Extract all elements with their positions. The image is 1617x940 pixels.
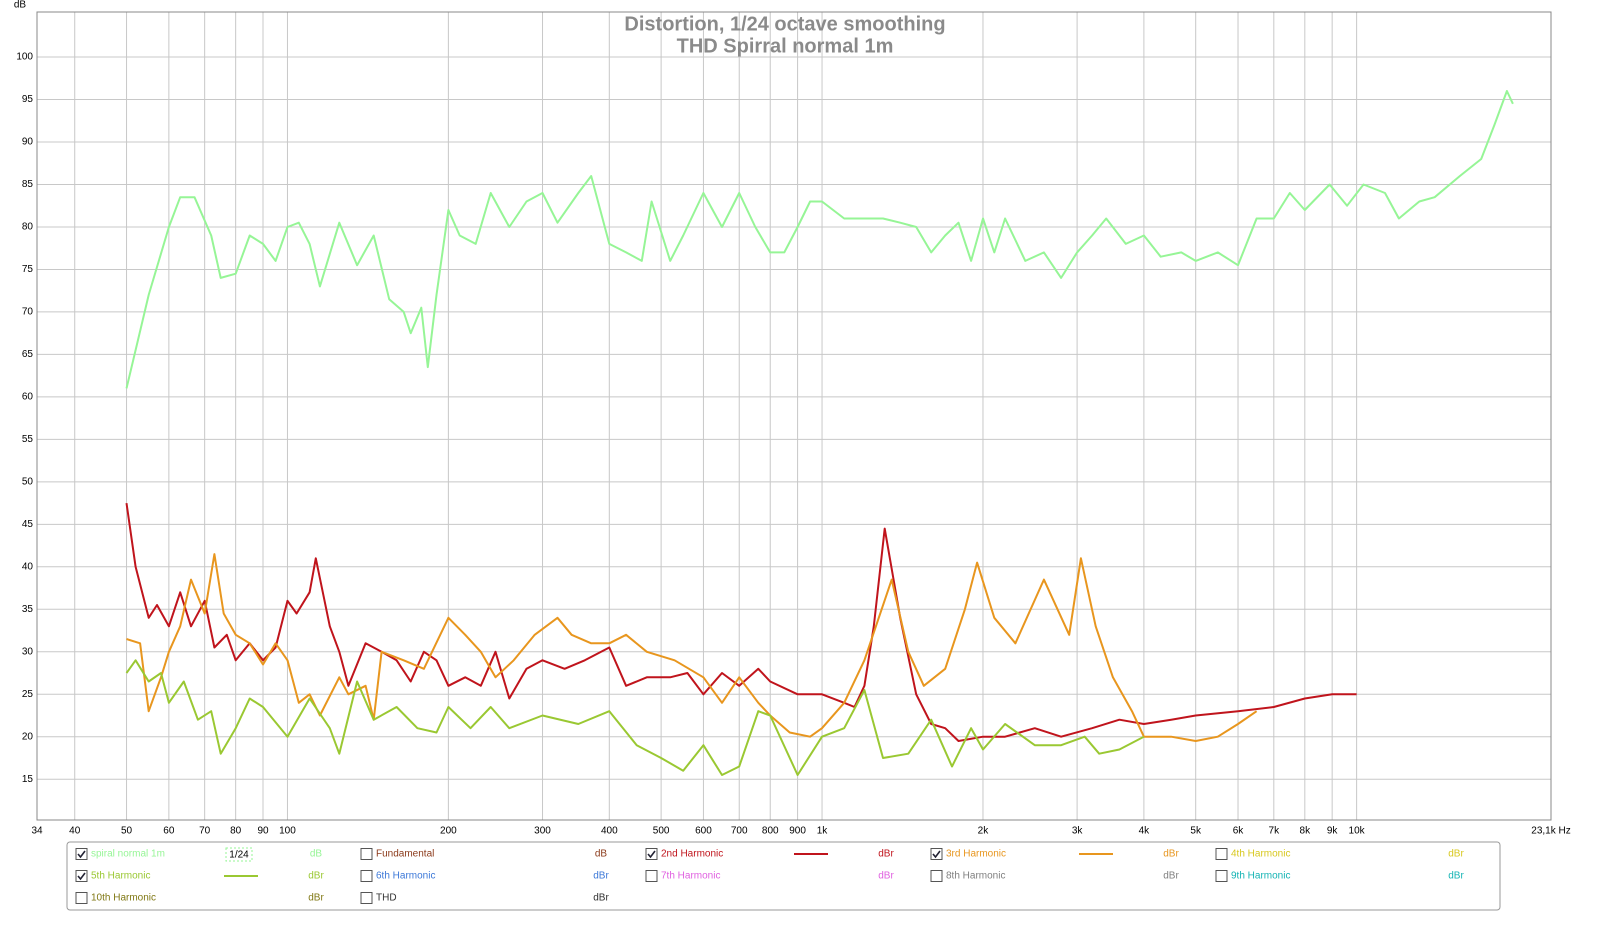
x-tick-label: 900 — [789, 826, 806, 837]
legend-checkbox[interactable] — [75, 892, 88, 904]
plot-frame — [36, 11, 1552, 821]
x-tick-label: 5k — [1190, 826, 1202, 837]
legend-checkbox[interactable] — [360, 870, 373, 882]
legend-unit: dBr — [308, 871, 324, 882]
y-tick-label: 40 — [22, 561, 34, 572]
legend-label: 9th Harmonic — [1231, 871, 1290, 882]
y-tick-label: 90 — [22, 137, 34, 148]
x-tick-label: 700 — [731, 826, 748, 837]
legend-checkbox[interactable] — [930, 870, 943, 882]
x-tick-label: 4k — [1139, 826, 1151, 837]
legend-unit: dBr — [308, 893, 324, 904]
y-tick-label: 100 — [16, 52, 33, 63]
legend-box — [66, 841, 1501, 911]
x-tick-label: 100 — [279, 826, 296, 837]
legend-checkbox[interactable] — [930, 848, 943, 860]
x-tick-label: 800 — [762, 826, 779, 837]
legend-label: 4th Harmonic — [1231, 849, 1290, 860]
x-tick-label: 3k — [1072, 826, 1084, 837]
legend-unit: dBr — [593, 893, 609, 904]
legend-label: spiral normal 1m — [91, 849, 165, 860]
x-tick-label: 600 — [695, 826, 712, 837]
y-tick-label: 55 — [22, 434, 34, 445]
legend-label: 8th Harmonic — [946, 871, 1005, 882]
legend-checkbox[interactable] — [75, 848, 88, 860]
chart-subtitle: THD Spirral normal 1m — [677, 35, 894, 57]
y-tick-label: 75 — [22, 264, 34, 275]
y-tick-label: 85 — [22, 179, 34, 190]
legend-unit: dB — [310, 849, 323, 860]
legend-label: 10th Harmonic — [91, 893, 156, 904]
legend-label: Fundamental — [376, 849, 434, 860]
x-tick-label: 70 — [199, 826, 211, 837]
legend-unit: dB — [595, 849, 608, 860]
x-tick-label: 8k — [1300, 826, 1312, 837]
x-tick-label: 90 — [257, 826, 269, 837]
y-tick-label: 80 — [22, 222, 34, 233]
x-tick-label: 1k — [817, 826, 829, 837]
x-tick-label: 200 — [440, 826, 457, 837]
y-tick-label: 35 — [22, 604, 34, 615]
y-tick-label: 70 — [22, 307, 34, 318]
y-tick-label: 45 — [22, 519, 34, 530]
legend-label: 5th Harmonic — [91, 871, 150, 882]
legend-checkbox[interactable] — [1215, 870, 1228, 882]
x-tick-label: 7k — [1269, 826, 1281, 837]
y-tick-label: 65 — [22, 349, 34, 360]
series-line — [125, 502, 1357, 742]
x-tick-label: 500 — [653, 826, 670, 837]
plot-frame-border — [36, 11, 1552, 821]
legend-checkbox[interactable] — [360, 892, 373, 904]
x-tick-label: 10k — [1349, 826, 1366, 837]
legend-unit: dBr — [1163, 871, 1179, 882]
legend-label: 2nd Harmonic — [661, 849, 723, 860]
legend-label: 6th Harmonic — [376, 871, 435, 882]
legend-unit: dBr — [1448, 849, 1464, 860]
y-tick-label: 15 — [22, 774, 34, 785]
x-tick-label: 6k — [1233, 826, 1245, 837]
x-tick-label: 34 — [31, 826, 43, 837]
legend-smoothing: 1/24 — [229, 850, 249, 861]
legend-checkmark — [647, 850, 656, 859]
legend-unit: dBr — [1163, 849, 1179, 860]
legend-unit: dBr — [1448, 871, 1464, 882]
legend-checkbox[interactable] — [645, 848, 658, 860]
legend-label: THD — [376, 893, 397, 904]
x-tick-label: 2k — [978, 826, 990, 837]
y-tick-label: 50 — [22, 476, 34, 487]
plot-area — [36, 11, 1552, 821]
legend-checkbox[interactable] — [75, 870, 88, 882]
chart-title: Distortion, 1/24 octave smoothing — [624, 13, 945, 35]
legend-checkbox[interactable] — [645, 870, 658, 882]
x-tick-label: 9k — [1327, 826, 1339, 837]
legend-checkmark — [77, 872, 86, 881]
legend-smoothing-box — [225, 847, 253, 862]
x-tick-label: 400 — [601, 826, 618, 837]
series-line — [126, 553, 1258, 742]
legend-unit: dBr — [593, 871, 609, 882]
legend-checkbox[interactable] — [360, 848, 373, 860]
y-tick-label: 20 — [22, 731, 34, 742]
legend-unit: dBr — [878, 871, 894, 882]
legend-checkbox[interactable] — [1215, 848, 1228, 860]
x-tick-label: 23,1k Hz — [1531, 826, 1570, 837]
y-tick-label: 95 — [22, 94, 34, 105]
legend-label: 3rd Harmonic — [946, 849, 1006, 860]
legend-checkmark — [932, 850, 941, 859]
legend-unit: dBr — [878, 849, 894, 860]
x-tick-label: 60 — [163, 826, 175, 837]
x-tick-label: 80 — [230, 826, 242, 837]
x-tick-label: 40 — [69, 826, 81, 837]
y-axis-label: dB — [14, 0, 27, 11]
y-tick-label: 60 — [22, 392, 34, 403]
y-tick-label: 25 — [22, 689, 34, 700]
series-line — [125, 90, 1514, 389]
x-tick-label: 300 — [534, 826, 551, 837]
x-tick-label: 50 — [121, 826, 133, 837]
y-tick-label: 30 — [22, 646, 34, 657]
legend-label: 7th Harmonic — [661, 871, 720, 882]
legend-checkmark — [77, 850, 86, 859]
series-line — [125, 659, 1145, 776]
